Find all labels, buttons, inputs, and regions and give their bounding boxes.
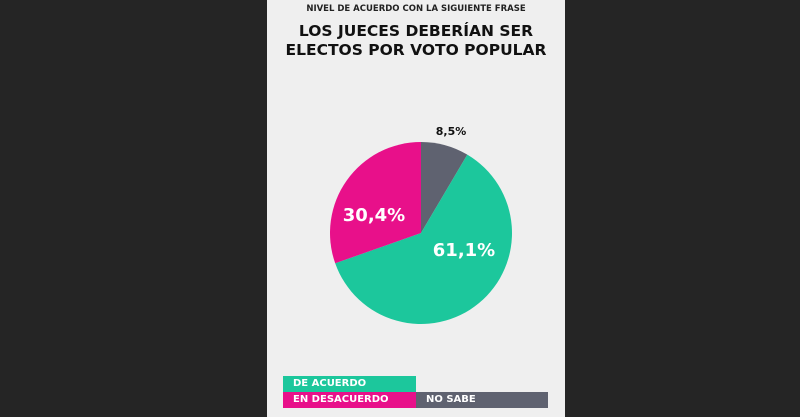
data-label-no-sabe: 8,5% xyxy=(436,125,467,138)
legend-disagree: EN DESACUERDO xyxy=(283,392,416,408)
title-line-1: LOS JUECES DEBERÍAN SER xyxy=(298,22,534,40)
legend-unknown: NO SABE xyxy=(416,392,548,408)
data-label-en-desacuerdo: 30,4% xyxy=(343,205,405,226)
data-label-de-acuerdo: 61,1% xyxy=(433,240,495,261)
pie-slice-de-acuerdo xyxy=(335,154,512,324)
infographic-panel: NIVEL DE ACUERDO CON LA SIGUIENTE FRASE … xyxy=(267,0,565,417)
pie-slice-en-desacuerdo xyxy=(330,142,421,264)
title-line-2: ELECTOS POR VOTO POPULAR xyxy=(285,41,547,59)
subtitle: NIVEL DE ACUERDO CON LA SIGUIENTE FRASE xyxy=(306,4,526,14)
pie-chart: 8,5% 61,1% 30,4% xyxy=(330,125,512,324)
chart-title: LOS JUECES DEBERÍAN SER ELECTOS POR VOTO… xyxy=(267,22,565,60)
pie-slice-no-sabe xyxy=(421,142,468,233)
legend-agree: DE ACUERDO xyxy=(283,376,416,392)
